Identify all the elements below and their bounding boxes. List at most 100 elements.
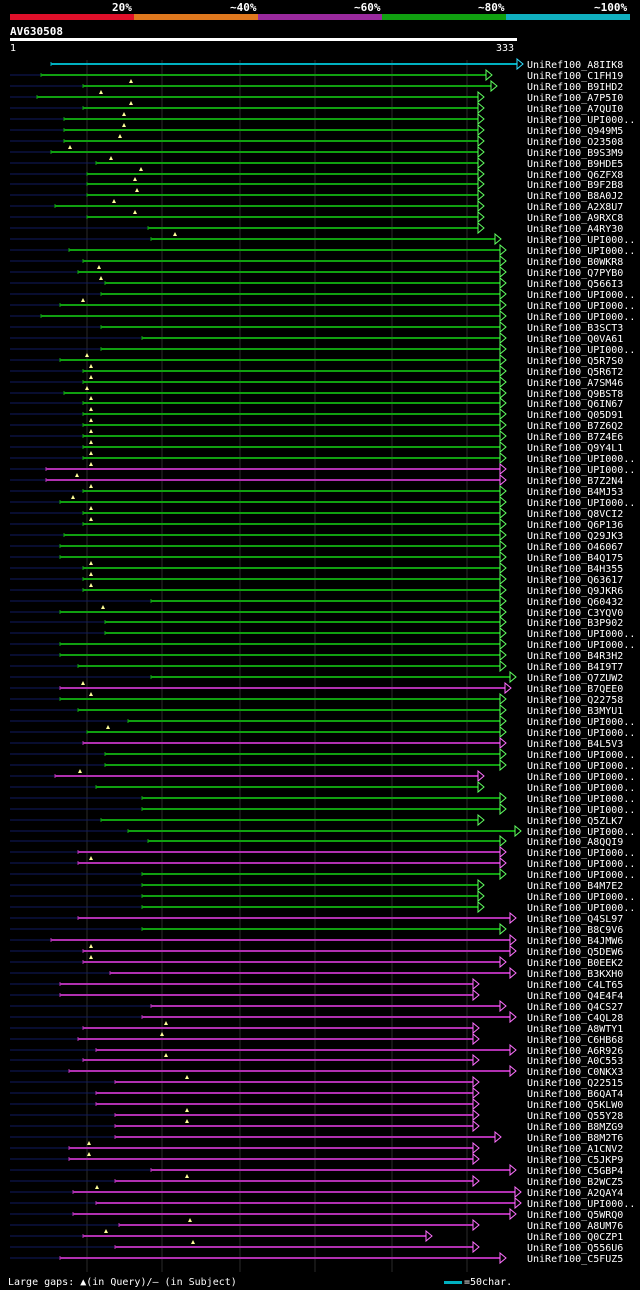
hit-label: UniRef100_B7Z6Q2 (527, 421, 623, 432)
hit-label: UniRef100_C6HB68 (527, 1035, 623, 1046)
hit-label: UniRef100_UPI000.. (527, 750, 635, 761)
hit-end-arrow (514, 824, 522, 838)
hit-label: UniRef100_B8C9V6 (527, 925, 623, 936)
hit-label: UniRef100_B9S3M9 (527, 148, 623, 159)
hit-end-arrow (472, 1174, 480, 1188)
hit-label: UniRef100_A0C553 (527, 1056, 623, 1067)
hit-label: UniRef100_Q55Y28 (527, 1111, 623, 1122)
percent-label-20: 20% (112, 1, 132, 14)
query-gap-marker (139, 167, 143, 171)
query-gap-marker (89, 375, 93, 379)
query-gap-marker (89, 856, 93, 860)
hit-label: UniRef100_C3YQV0 (527, 608, 623, 619)
scale-text: =50char. (464, 1277, 513, 1288)
query-gap-marker (122, 123, 126, 127)
hit-label: UniRef100_UPI000.. (527, 794, 635, 805)
hit-end-arrow (499, 473, 507, 487)
hit-end-arrow (499, 517, 507, 531)
colorbar-segment (506, 14, 630, 20)
hit-end-arrow (477, 900, 485, 914)
hit-label: UniRef100_Q5R7S0 (527, 356, 623, 367)
query-gap-marker (122, 112, 126, 116)
hit-end-arrow (509, 1043, 517, 1057)
hit-end-arrow (499, 659, 507, 673)
hit-end-arrow (499, 703, 507, 717)
hit-end-arrow (499, 867, 507, 881)
hit-end-arrow (499, 342, 507, 356)
query-gap-marker (89, 583, 93, 587)
hit-end-arrow (499, 845, 507, 859)
colorbar-segment (382, 14, 506, 20)
hit-end-arrow (499, 1251, 507, 1265)
gap-legend: Large gaps: ▲(in Query)/— (in Subject) (8, 1277, 237, 1288)
hit-label: UniRef100_B4MJ53 (527, 487, 623, 498)
hit-end-arrow (509, 1010, 517, 1024)
hit-label: UniRef100_Q4SL97 (527, 914, 623, 925)
hit-label: UniRef100_B3P902 (527, 618, 623, 629)
hit-label: UniRef100_A7QUI0 (527, 104, 623, 115)
hit-label: UniRef100_O46067 (527, 542, 623, 553)
hit-end-arrow (477, 769, 485, 783)
hit-label: UniRef100_C4LT65 (527, 980, 623, 991)
hit-label: UniRef100_UPI000.. (527, 498, 635, 509)
hit-end-arrow (499, 747, 507, 761)
hit-end-arrow (494, 1130, 502, 1144)
hit-label: UniRef100_C4QL28 (527, 1013, 623, 1024)
hit-label: UniRef100_B3SCT3 (527, 323, 623, 334)
hit-end-arrow (499, 276, 507, 290)
query-gap-marker (109, 156, 113, 160)
hit-label: UniRef100_Q0CZP1 (527, 1232, 623, 1243)
hit-end-arrow (509, 1064, 517, 1078)
hit-end-arrow (499, 615, 507, 629)
query-gap-marker (89, 572, 93, 576)
hit-label: UniRef100_UPI000.. (527, 246, 635, 257)
hit-end-arrow (477, 889, 485, 903)
hit-label: UniRef100_B3KXH0 (527, 969, 623, 980)
query-gap-marker (89, 440, 93, 444)
hit-label: UniRef100_UPI000.. (527, 728, 635, 739)
hit-end-arrow (477, 145, 485, 159)
hit-end-arrow (499, 637, 507, 651)
hit-end-arrow (477, 123, 485, 137)
hit-end-arrow (499, 265, 507, 279)
ruler-end: 333 (496, 43, 515, 54)
query-gap-marker (185, 1108, 189, 1112)
hit-label: UniRef100_A7SM46 (527, 378, 623, 389)
query-gap-marker (112, 199, 116, 203)
hit-end-arrow (477, 780, 485, 794)
hit-end-arrow (477, 167, 485, 181)
hit-end-arrow (477, 878, 485, 892)
hit-label: UniRef100_UPI000.. (527, 761, 635, 772)
query-gap-marker (118, 134, 122, 138)
hit-label: UniRef100_Q63617 (527, 575, 623, 586)
hit-end-arrow (499, 528, 507, 542)
hit-label: UniRef100_UPI000.. (527, 805, 635, 816)
hit-end-arrow (499, 561, 507, 575)
hit-end-arrow (472, 1075, 480, 1089)
hit-label: UniRef100_Q9JKR6 (527, 586, 623, 597)
hit-label: UniRef100_Q4CS27 (527, 1002, 623, 1013)
hit-end-arrow (477, 112, 485, 126)
hit-label: UniRef100_C0NKX3 (527, 1067, 623, 1078)
hit-end-arrow (499, 495, 507, 509)
hit-label: UniRef100_Q0VA61 (527, 334, 623, 345)
hit-end-arrow (499, 539, 507, 553)
query-gap-marker (160, 1032, 164, 1036)
hit-label: UniRef100_UPI000.. (527, 1199, 635, 1210)
hit-label: UniRef100_O23508 (527, 137, 623, 148)
percent-label-100: ~100% (594, 1, 628, 14)
hit-label: UniRef100_Q5DEW6 (527, 947, 623, 958)
hit-label: UniRef100_B6QAT4 (527, 1089, 623, 1100)
hit-label: UniRef100_B4L5V3 (527, 739, 623, 750)
hit-label: UniRef100_Q7ZUW2 (527, 673, 623, 684)
query-gap-marker (87, 1152, 91, 1156)
hit-end-arrow (499, 364, 507, 378)
hit-label: UniRef100_Q949M5 (527, 126, 623, 137)
query-gap-marker (81, 298, 85, 302)
ruler-start: 1 (10, 43, 17, 54)
hit-end-arrow (514, 1185, 522, 1199)
hit-label: UniRef100_B4I9T7 (527, 662, 623, 673)
hit-label: UniRef100_Q9BST8 (527, 389, 623, 400)
hit-label: UniRef100_A8IIK8 (527, 60, 623, 71)
hit-label: UniRef100_UPI000.. (527, 629, 635, 640)
